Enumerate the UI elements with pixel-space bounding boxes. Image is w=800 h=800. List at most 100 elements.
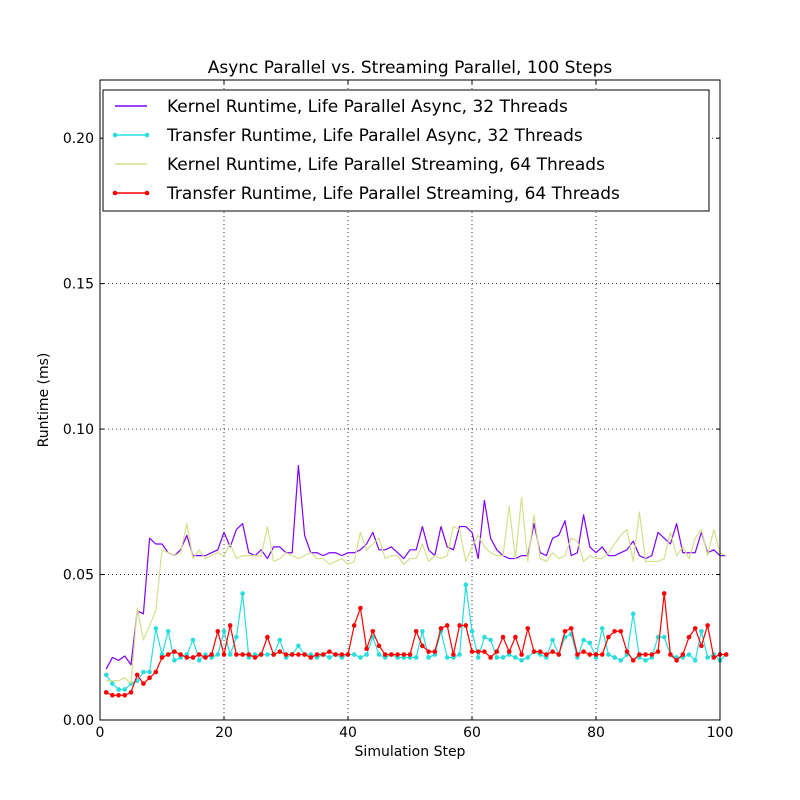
- data-point-series-4: [184, 655, 190, 660]
- x-tick-label: 60: [463, 725, 481, 741]
- data-point-series-2: [692, 658, 698, 663]
- x-axis-label: Simulation Step: [355, 744, 466, 760]
- data-point-series-4: [128, 690, 134, 695]
- y-tick-label: 0.10: [63, 422, 94, 438]
- data-point-series-4: [692, 626, 698, 631]
- data-point-series-4: [141, 681, 146, 686]
- data-point-series-4: [314, 652, 320, 657]
- data-point-series-2: [599, 626, 605, 631]
- data-point-series-4: [444, 623, 450, 628]
- data-point-series-4: [209, 652, 214, 657]
- data-point-series-4: [674, 658, 679, 663]
- data-point-series-2: [265, 652, 270, 657]
- data-point-series-2: [221, 628, 227, 634]
- data-point-series-4: [686, 634, 692, 640]
- data-point-series-4: [122, 692, 128, 698]
- data-point-series-4: [457, 623, 462, 628]
- data-point-series-2: [463, 582, 469, 588]
- data-point-series-4: [612, 628, 617, 634]
- data-point-series-4: [723, 652, 729, 657]
- data-point-series-4: [568, 626, 574, 631]
- data-point-series-4: [463, 623, 469, 628]
- y-tick-label: 0.05: [63, 568, 94, 584]
- data-point-series-4: [370, 628, 376, 634]
- data-point-series-4: [358, 605, 363, 611]
- data-point-series-2: [153, 626, 159, 631]
- axis-ticks: 0 20 40 60 80 100 0.00 0.05 0.10 0.15 0.20: [63, 80, 733, 741]
- data-point-series-4: [668, 652, 673, 657]
- data-point-series-4: [531, 649, 537, 654]
- data-point-series-2: [606, 652, 611, 657]
- y-tick-label: 0.00: [63, 713, 94, 729]
- data-point-series-4: [544, 652, 549, 657]
- data-point-series-4: [382, 652, 388, 657]
- data-point-series-4: [618, 628, 624, 634]
- data-point-series-2: [519, 658, 524, 663]
- data-point-series-2: [327, 655, 332, 660]
- chart-title: Async Parallel vs. Streaming Parallel, 1…: [208, 58, 613, 78]
- data-point-series-2: [413, 655, 419, 660]
- legend-marker: [144, 190, 150, 196]
- data-point-series-4: [190, 655, 196, 660]
- data-point-series-2: [240, 591, 245, 596]
- data-point-series-4: [134, 672, 140, 678]
- data-point-series-2: [376, 652, 382, 657]
- data-point-series-4: [116, 692, 121, 698]
- data-point-series-4: [593, 652, 599, 657]
- legend-box: [102, 89, 710, 212]
- data-point-series-2: [705, 655, 710, 660]
- data-point-series-2: [190, 637, 196, 643]
- data-point-series-4: [426, 649, 431, 654]
- data-point-series-2: [147, 669, 152, 675]
- data-point-series-2: [643, 658, 648, 663]
- data-point-series-4: [606, 634, 611, 640]
- data-point-series-4: [178, 652, 183, 657]
- data-point-series-2: [612, 655, 617, 660]
- data-point-series-4: [401, 652, 407, 657]
- data-point-series-4: [203, 655, 208, 660]
- data-point-series-4: [488, 655, 493, 660]
- data-point-series-4: [215, 628, 221, 634]
- data-point-series-4: [432, 649, 438, 654]
- data-point-series-4: [550, 649, 555, 654]
- x-tick-label: 20: [215, 725, 233, 741]
- data-point-series-4: [624, 649, 630, 654]
- data-point-series-4: [327, 649, 332, 654]
- data-point-series-2: [488, 637, 493, 643]
- data-point-series-2: [215, 652, 221, 657]
- y-axis-label: Runtime (ms): [36, 353, 52, 448]
- series-line-3: [106, 496, 727, 685]
- data-point-series-4: [438, 626, 444, 631]
- data-point-series-4: [345, 652, 351, 657]
- data-point-series-4: [258, 652, 264, 657]
- plot-frame: [99, 79, 721, 721]
- data-point-series-2: [686, 652, 692, 657]
- data-point-series-4: [110, 692, 115, 698]
- data-point-series-2: [141, 669, 146, 675]
- data-point-series-2: [364, 652, 369, 657]
- data-point-series-2: [426, 655, 431, 660]
- data-point-series-2: [550, 637, 555, 643]
- data-point-series-4: [407, 652, 413, 657]
- data-point-series-4: [637, 652, 642, 657]
- data-point-series-4: [153, 669, 159, 675]
- data-point-series-4: [655, 649, 661, 654]
- data-point-series-4: [525, 626, 531, 631]
- data-point-series-2: [494, 655, 500, 660]
- data-point-series-4: [630, 658, 636, 663]
- data-point-series-4: [147, 675, 152, 681]
- data-point-series-4: [649, 652, 655, 657]
- data-point-series-4: [389, 652, 394, 657]
- data-point-series-4: [376, 643, 382, 649]
- data-point-series-2: [581, 637, 586, 643]
- data-point-series-2: [513, 655, 518, 660]
- data-point-series-2: [103, 672, 109, 678]
- data-point-series-4: [711, 655, 717, 660]
- data-point-series-2: [482, 634, 487, 640]
- data-point-series-4: [339, 652, 345, 657]
- data-point-series-2: [457, 652, 462, 657]
- data-point-series-2: [110, 681, 115, 686]
- data-point-series-4: [469, 649, 475, 654]
- data-point-series-4: [506, 649, 512, 654]
